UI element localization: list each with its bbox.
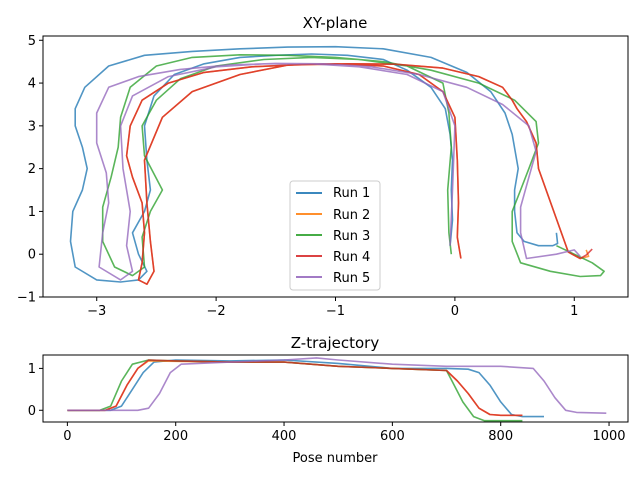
legend-box <box>289 180 381 291</box>
xy-y-tick-label: 5 <box>28 34 36 49</box>
xy-axes-frame <box>42 35 629 298</box>
xy-x-tick-label: −1 <box>326 304 345 319</box>
z-x-tick-label: 800 <box>488 429 513 444</box>
xy-y-tick-label: 0 <box>28 248 36 263</box>
xy-series-line-5 <box>95 62 581 281</box>
xy-y-tick-label: 3 <box>28 119 36 134</box>
z-x-tick-label: 600 <box>380 429 405 444</box>
xy-x-tick-label: 0 <box>451 304 459 319</box>
xy-chart-title: XY-plane <box>303 14 368 32</box>
xy-x-tick-label: −3 <box>87 304 106 319</box>
z-x-tick-label: 0 <box>63 429 71 444</box>
xy-series-line-3 <box>101 53 605 278</box>
xy-y-tick-label: 1 <box>28 205 36 220</box>
z-x-tick-label: 400 <box>272 429 297 444</box>
z-x-tick-label: 200 <box>163 429 188 444</box>
xy-plane-chart: XY-plane −3 −2 −1 0 1 −1 0 1 2 3 4 5 Run 1 Run 2 Ru… <box>17 14 629 319</box>
xy-series-line-1 <box>69 45 559 283</box>
z-series-line-5 <box>67 357 607 414</box>
xy-x-tick-label: 1 <box>570 304 578 319</box>
xy-y-tick-label: −1 <box>17 291 36 306</box>
legend-label-run-2: Run 2 <box>333 208 370 223</box>
z-ticks: 0 200 400 600 800 1000 0 1 <box>28 362 626 444</box>
xy-series-lines <box>69 45 605 286</box>
z-x-axis-label: Pose number <box>293 451 379 466</box>
xy-ticks: −3 −2 −1 0 1 −1 0 1 2 3 4 5 <box>17 34 579 319</box>
legend: Run 1 Run 2 Run 3 Run 4 Run 5 <box>289 180 381 291</box>
legend-label-run-3: Run 3 <box>333 229 370 244</box>
z-axes-frame <box>42 354 629 423</box>
z-x-tick-label: 1000 <box>592 429 625 444</box>
z-series-line-4 <box>67 359 523 417</box>
legend-label-run-5: Run 5 <box>333 271 370 286</box>
xy-x-tick-label: −2 <box>207 304 226 319</box>
z-y-tick-label: 1 <box>28 362 36 377</box>
legend-label-run-1: Run 1 <box>333 186 370 201</box>
xy-y-tick-label: 2 <box>28 162 36 177</box>
z-y-tick-label: 0 <box>28 404 36 419</box>
xy-y-tick-label: 4 <box>28 77 36 92</box>
z-series-lines <box>67 357 607 422</box>
legend-label-run-4: Run 4 <box>333 250 370 265</box>
z-chart-title: Z-trajectory <box>291 334 380 352</box>
xy-series-line-4 <box>125 62 593 286</box>
z-series-line-1 <box>67 359 544 418</box>
z-trajectory-chart: Z-trajectory 0 200 400 600 800 1000 0 1 Pose nu… <box>28 334 629 466</box>
